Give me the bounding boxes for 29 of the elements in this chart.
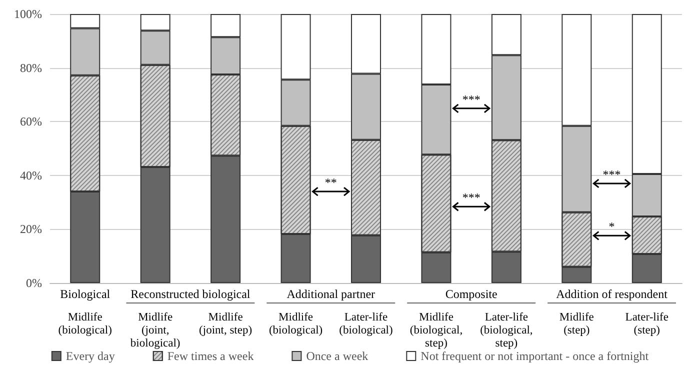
text: Additional partner [286, 287, 376, 301]
x-tick-label: Midlife (biological, step) [410, 312, 463, 350]
text: Biological [60, 287, 111, 301]
y-tick-label: 80% [20, 60, 42, 75]
legend-label: Not frequent or not important - once a fortnight [420, 349, 650, 363]
y-tick-label: 60% [20, 114, 42, 129]
x-tick-label: Midlife (biological) [268, 312, 323, 336]
annotation: * [608, 220, 615, 234]
legend-label: Once a week [306, 349, 368, 363]
y-tick-label: 100% [14, 7, 42, 21]
y-tick-label: 40% [20, 168, 42, 182]
text: Composite [445, 287, 498, 301]
x-tick-label: Midlife (biological) [58, 312, 112, 336]
annotation: ** [324, 176, 337, 190]
x-tick-label: Later-life (biological, step) [480, 312, 533, 350]
y-tick-label: 20% [20, 222, 42, 236]
x-tick-label: Later-life (step) [625, 312, 668, 336]
text: Addition of respondent [556, 287, 668, 301]
x-tick-label: Later-life (biological) [339, 312, 393, 336]
x-tick-label: Midlife (step) [559, 312, 594, 336]
annotation: *** [602, 167, 621, 182]
x-tick-label: Midlife (joint, biological) [130, 312, 180, 350]
text: Reconstructed biological [130, 287, 251, 301]
x-tick-label: Midlife (joint, step) [199, 312, 252, 336]
annotation: *** [462, 92, 480, 106]
y-tick-label: 0% [26, 276, 42, 290]
annotation: *** [462, 190, 480, 205]
legend-label: Few times a week [167, 349, 254, 363]
legend-label: Every day [66, 349, 115, 363]
